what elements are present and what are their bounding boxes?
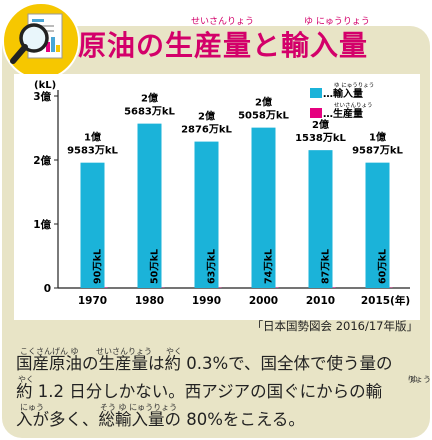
import-value-label: 1538万kL bbox=[295, 132, 346, 144]
bar-import bbox=[308, 150, 333, 288]
bar-import bbox=[80, 162, 105, 288]
y-tick-label: 1億 bbox=[33, 218, 51, 231]
production-value-label: 74万kL bbox=[264, 249, 275, 284]
bar-import bbox=[194, 141, 219, 288]
bar-production bbox=[104, 287, 108, 288]
description: 国産原油の生産量は約 0.3%で、国全体で使う量の 約 1.2 日分しかない。西… bbox=[16, 347, 431, 434]
x-tick-label: 1990 bbox=[192, 295, 221, 307]
description-line-1: 国産原油の生産量は約 0.3%で、国全体で使う量の bbox=[16, 354, 393, 373]
production-value-label: 50万kL bbox=[150, 249, 161, 284]
magnifier-document-icon bbox=[2, 2, 80, 80]
ruby-nyuu: にゅう bbox=[20, 403, 44, 412]
production-value-label: 90万kL bbox=[93, 249, 104, 284]
bar-import bbox=[365, 162, 390, 288]
bar-import bbox=[137, 123, 162, 288]
y-tick-label: 2億 bbox=[33, 154, 51, 167]
production-value-label: 63万kL bbox=[207, 249, 218, 284]
ruby-ryou: りょう bbox=[407, 375, 431, 384]
ruby-souyunyuuryou: そう ゆ にゅうりょう bbox=[100, 403, 178, 412]
y-unit-label: (kL) bbox=[34, 80, 56, 91]
x-tick-label: 2010 bbox=[306, 295, 335, 307]
import-value-label: 2億 bbox=[141, 92, 158, 105]
import-value-label: 2876万kL bbox=[181, 124, 232, 136]
x-tick-label: 2015(年) bbox=[361, 294, 410, 307]
ruby-yaku-2: やく bbox=[18, 375, 34, 384]
legend-swatch bbox=[310, 88, 322, 98]
import-value-label: 2億 bbox=[255, 96, 272, 109]
y-tick-label: 3億 bbox=[33, 90, 51, 103]
import-value-label: 2億 bbox=[312, 118, 329, 131]
import-value-label: 2億 bbox=[198, 110, 215, 123]
source-citation: 「日本国勢図会 2016/17年版」 bbox=[251, 319, 418, 333]
production-value-label: 60万kL bbox=[378, 249, 389, 284]
import-value-label: 1億 bbox=[369, 131, 386, 144]
title-bar: 原油の生産量と輸入量 せいさんりょう ゆ にゅうりょう bbox=[78, 17, 418, 62]
production-value-label: 87万kL bbox=[321, 249, 332, 284]
bar-production bbox=[332, 287, 336, 288]
import-value-label: 1億 bbox=[84, 131, 101, 144]
description-line-2: 約 1.2 日分しかない。西アジアの国ぐにからの輸 bbox=[16, 382, 383, 401]
magnifier-document-graphic bbox=[10, 13, 63, 64]
import-value-label: 9587万kL bbox=[352, 145, 403, 157]
bar-chart: (kL)3億2億1億01億9583万kL90万kL19702億5683万kL50… bbox=[33, 80, 410, 307]
legend-swatch bbox=[310, 108, 322, 118]
ruby-yu: ゆ bbox=[410, 375, 418, 384]
import-value-label: 5683万kL bbox=[124, 106, 175, 118]
bar-import bbox=[251, 127, 276, 288]
ruby-yaku: やく bbox=[166, 347, 182, 356]
description-line-3: 入が多く、総輸入量の 80%をこえる。 bbox=[16, 410, 305, 429]
page-title: 原油の生産量と輸入量 bbox=[78, 29, 369, 62]
legend-label: …輸入量 bbox=[323, 87, 363, 100]
title-ruby-yunyuuryou: ゆ にゅうりょう bbox=[304, 17, 370, 27]
x-tick-label: 2000 bbox=[249, 295, 278, 307]
ruby-seisanryou: せいさんりょう bbox=[96, 347, 152, 356]
import-value-label: 9583万kL bbox=[67, 145, 118, 157]
chart-area: (kL) 3億 2億 1億 0 1億 9583万kL 90万kL 1970 2億 5683万kL 50… bbox=[14, 74, 420, 320]
x-tick-label: 1980 bbox=[135, 295, 164, 307]
import-value-label: 5058万kL bbox=[238, 110, 289, 122]
x-tick-label: 1970 bbox=[78, 295, 107, 307]
title-ruby-seisanryou: せいさんりょう bbox=[191, 17, 255, 27]
legend-ruby: ゆ にゅうりょう bbox=[334, 82, 374, 89]
legend-ruby: せいさんりょう bbox=[334, 102, 373, 109]
legend-label: …生産量 bbox=[323, 107, 363, 120]
ruby-kokusangenyu: こくさんげん ゆ bbox=[20, 347, 79, 356]
y-tick-label: 0 bbox=[44, 283, 51, 295]
